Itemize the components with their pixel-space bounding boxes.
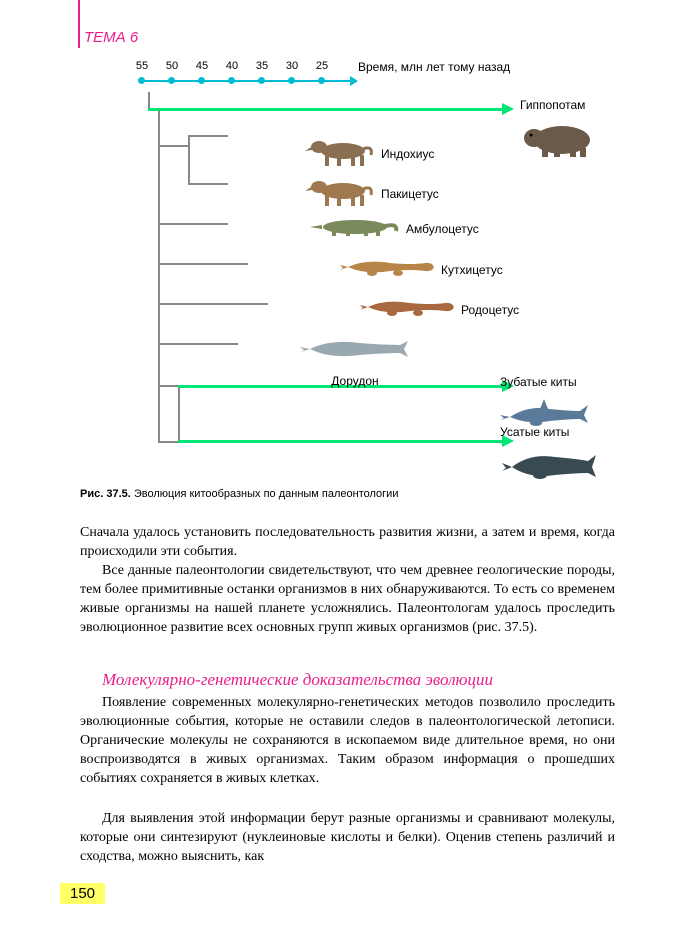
left-accent-bar <box>78 0 80 48</box>
animal-icon <box>305 135 375 172</box>
tree-branch <box>158 108 160 443</box>
species-label: Гиппопотам <box>520 98 585 112</box>
species-row: Пакицетус <box>305 175 439 212</box>
tick-dot <box>168 77 175 84</box>
tree-branch <box>158 441 180 443</box>
animal-icon <box>500 445 600 490</box>
animal-icon <box>360 295 455 324</box>
species-row: Кутхицетус <box>340 255 503 284</box>
tick-dot <box>258 77 265 84</box>
species-row: Дорудон <box>300 335 410 388</box>
tree-branch <box>188 135 228 137</box>
animal-icon <box>310 215 400 242</box>
species-row: Индохиус <box>305 135 434 172</box>
species-row: Усатые киты <box>500 425 600 490</box>
species-label: Амбулоцетус <box>406 222 479 236</box>
tick-label: 45 <box>192 60 212 72</box>
section-heading: Молекулярно-генетические доказательства … <box>102 670 493 690</box>
tick-dot <box>288 77 295 84</box>
tick-dot <box>228 77 235 84</box>
evolution-diagram: Время, млн лет тому назад 55 50 45 40 35 30 25… <box>130 60 610 480</box>
lineage-arrow <box>148 108 504 111</box>
timeline-label: Время, млн лет тому назад <box>358 60 510 74</box>
species-label: Родоцетус <box>461 303 519 317</box>
tick-label: 25 <box>312 60 332 72</box>
tree-branch <box>158 385 180 387</box>
tree-branch <box>158 145 190 147</box>
caption-text: Эволюция китообразных по данным палеонто… <box>131 488 399 500</box>
species-label: Кутхицетус <box>441 263 503 277</box>
species-label: Усатые киты <box>500 425 569 439</box>
timeline: Время, млн лет тому назад 55 50 45 40 35 30 25 <box>130 60 610 90</box>
tick-dot <box>198 77 205 84</box>
page-number: 150 <box>60 883 105 904</box>
tick-dot <box>318 77 325 84</box>
tree-branch <box>158 263 248 265</box>
species-row: Амбулоцетус <box>310 215 479 242</box>
animal-icon <box>520 118 600 163</box>
species-label: Дорудон <box>331 374 378 388</box>
tree-branch <box>188 183 228 185</box>
tick-label: 30 <box>282 60 302 72</box>
tree-branch <box>158 343 238 345</box>
tree-branch <box>188 135 190 185</box>
animal-icon <box>305 175 375 212</box>
animal-icon <box>300 335 410 368</box>
animal-icon <box>340 255 435 284</box>
species-row: Родоцетус <box>360 295 519 324</box>
tree-branch <box>178 385 180 442</box>
tick-label: 50 <box>162 60 182 72</box>
paragraph-1: Сначала удалось установить последователь… <box>80 524 615 562</box>
tick-dot <box>138 77 145 84</box>
caption-number: Рис. 37.5. <box>80 488 131 500</box>
species-row: Гиппопотам <box>520 98 600 163</box>
tick-label: 55 <box>132 60 152 72</box>
tree-branch <box>158 303 268 305</box>
theme-label: ТЕМА 6 <box>84 29 138 46</box>
species-label: Зубатые киты <box>500 375 577 389</box>
paragraph-2: Все данные палеонтологии свидетельствуют… <box>80 562 615 638</box>
paragraph-3: Появление современных молекулярно-генети… <box>80 694 615 788</box>
lineage-arrow <box>178 440 504 443</box>
species-label: Пакицетус <box>381 187 439 201</box>
tick-label: 35 <box>252 60 272 72</box>
species-label: Индохиус <box>381 147 434 161</box>
tree-branch <box>158 223 228 225</box>
paragraph-4: Для выявления этой информации берут разн… <box>80 810 615 867</box>
tick-label: 40 <box>222 60 242 72</box>
figure-caption: Рис. 37.5. Эволюция китообразных по данн… <box>80 488 398 500</box>
